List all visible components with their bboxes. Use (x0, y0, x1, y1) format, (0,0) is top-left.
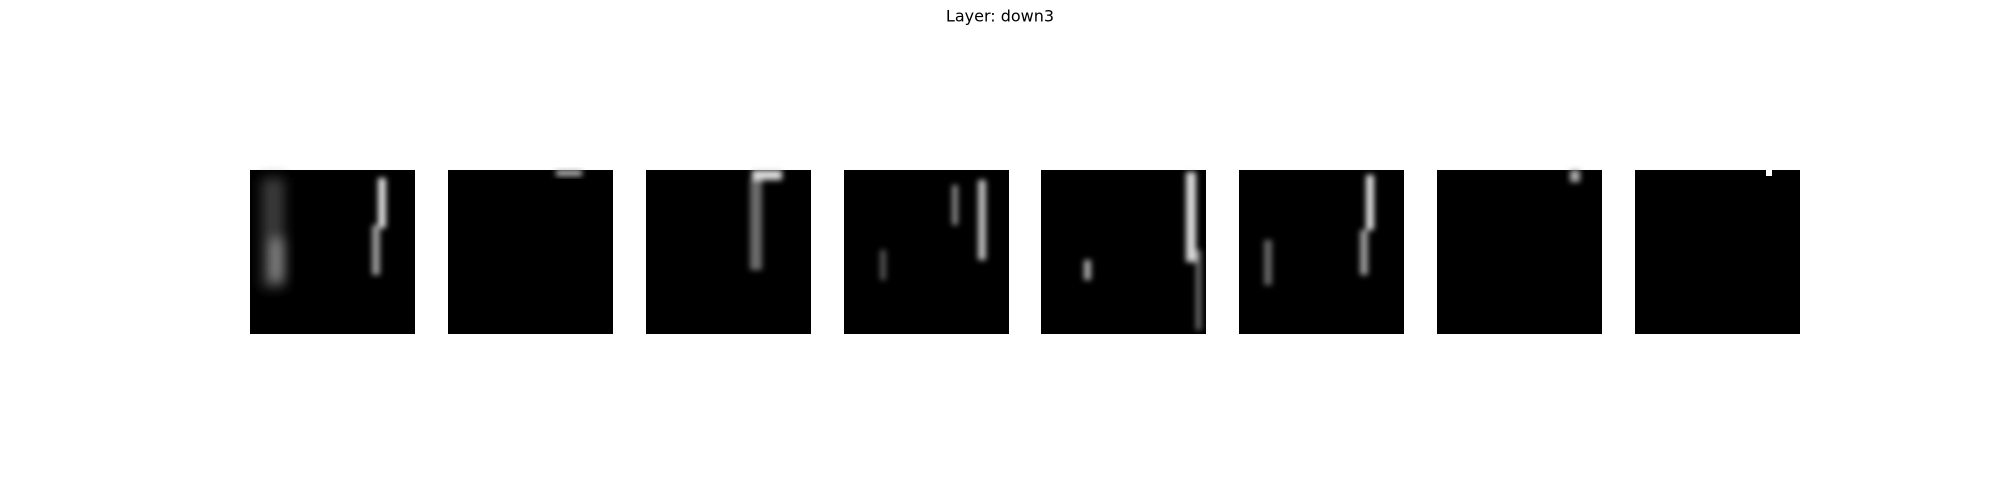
activation (750, 170, 782, 270)
feature-map (646, 170, 811, 334)
feature-map (1635, 170, 1800, 334)
activation (262, 178, 284, 288)
activation (556, 170, 582, 176)
activation (372, 178, 386, 275)
feature-map (250, 170, 415, 334)
feature-map-background (646, 170, 811, 334)
feature-map-background (1437, 170, 1602, 334)
feature-map (1239, 170, 1404, 334)
feature-map-background (1041, 170, 1206, 334)
feature-map (448, 170, 613, 334)
activation (1264, 175, 1374, 285)
feature-map-background (448, 170, 613, 334)
feature-map (1041, 170, 1206, 334)
feature-map (1437, 170, 1602, 334)
activation (1766, 170, 1772, 176)
activation (880, 180, 986, 280)
activation (1570, 170, 1580, 182)
feature-map-background (1239, 170, 1404, 334)
activation (1084, 172, 1201, 330)
feature-map (844, 170, 1009, 334)
figure-title: Layer: down3 (946, 7, 1054, 26)
feature-map-background (1635, 170, 1800, 334)
